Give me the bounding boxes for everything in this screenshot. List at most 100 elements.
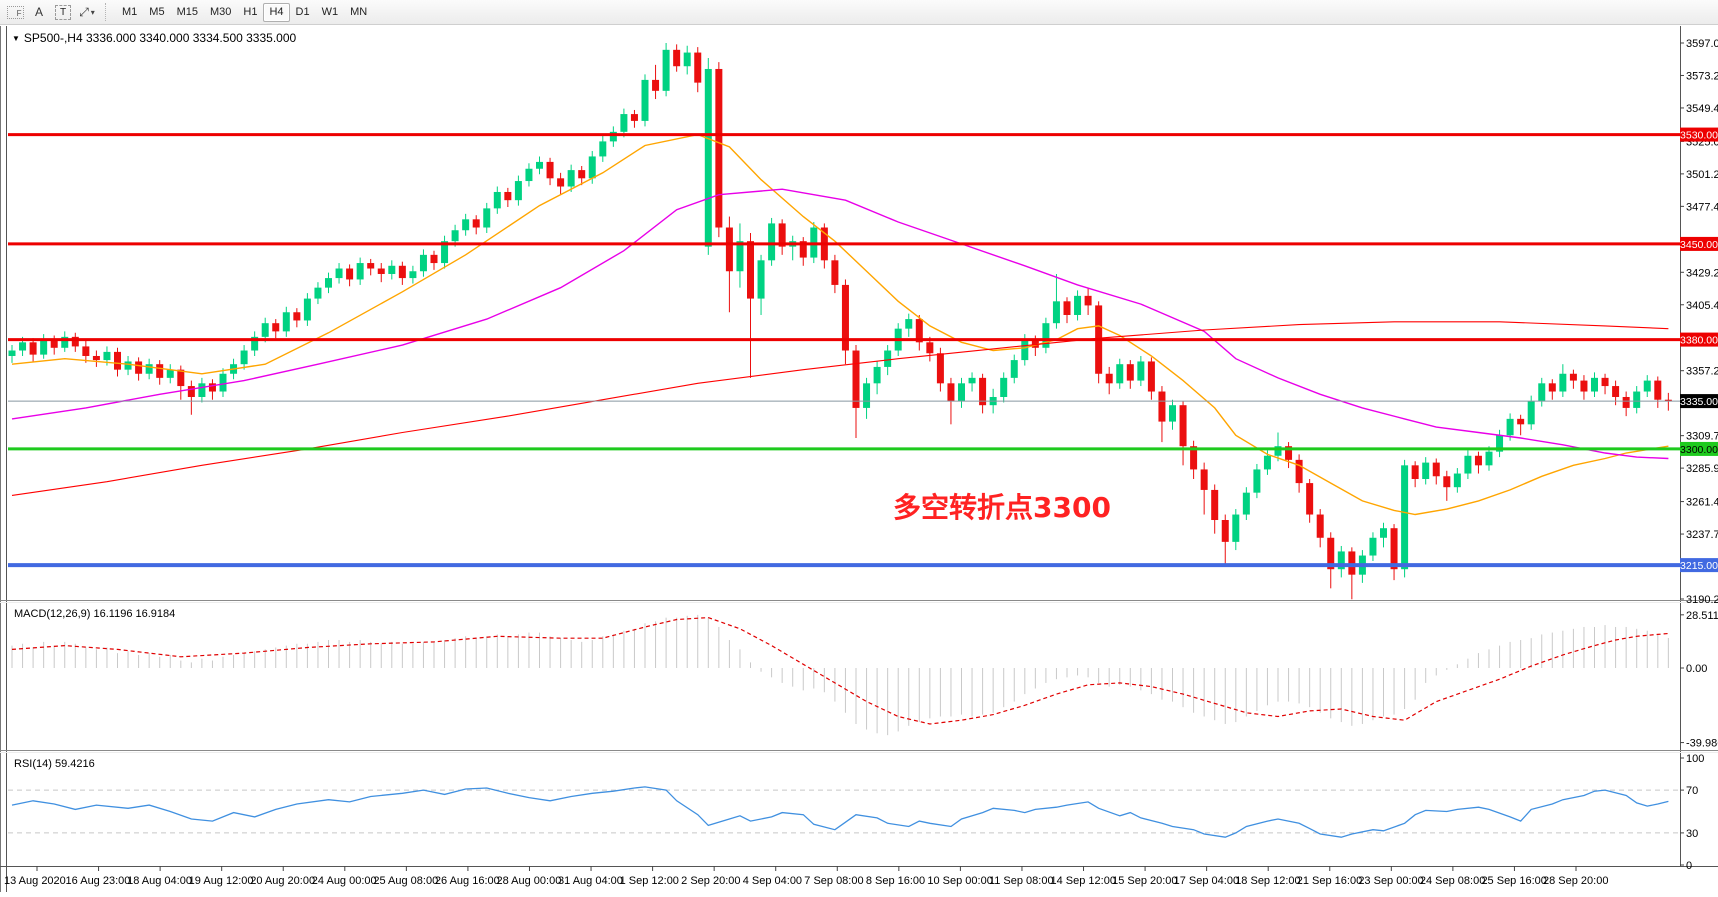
date-label: 17 Sep 04:00 (1174, 875, 1239, 887)
expert-grid-icon[interactable]: F (5, 3, 25, 21)
chart-area[interactable]: 3597.003573.243549.483525.003501.243477.… (0, 25, 1718, 892)
timeframe-button-mn[interactable]: MN (344, 3, 373, 22)
date-label: 26 Aug 16:00 (435, 875, 500, 887)
candles (8, 43, 1672, 600)
price-badge-3300: 3300.00 (1680, 441, 1718, 456)
dropdown-caret-icon: ▾ (90, 7, 95, 17)
date-label: 11 Sep 08:00 (989, 875, 1054, 887)
date-label: 13 Aug 2020 (4, 875, 66, 887)
timeframe-button-m5[interactable]: M5 (143, 3, 170, 22)
price-tick: 3261.48 (1686, 497, 1718, 509)
date-label: 19 Aug 12:00 (189, 875, 254, 887)
grid-f-glyph: F (6, 5, 24, 19)
price-tick: 3190.20 (1686, 594, 1718, 606)
price-tick: 3477.48 (1686, 201, 1718, 213)
price-tick: 3357.24 (1686, 366, 1718, 378)
timeframe-button-d1[interactable]: D1 (290, 3, 316, 22)
rsi-axis-label: 100 (1686, 753, 1704, 765)
date-label: 25 Sep 16:00 (1481, 875, 1546, 887)
price-annotation[interactable]: 多空转折点3300 (893, 491, 1111, 524)
date-label: 14 Sep 12:00 (1051, 875, 1116, 887)
date-label: 31 Aug 04:00 (558, 875, 623, 887)
date-label: 15 Sep 20:00 (1112, 875, 1177, 887)
svg-text:3335.00: 3335.00 (1680, 396, 1718, 408)
macd-axis-label: 0.00 (1686, 663, 1707, 675)
rsi-indicator-label: RSI(14) 59.4216 (14, 758, 95, 770)
svg-text:3450.00: 3450.00 (1680, 239, 1718, 251)
symbol-period-label: SP500-,H4 (23, 31, 83, 45)
price-tick: 3573.24 (1686, 70, 1718, 82)
svg-text:3530.00: 3530.00 (1680, 130, 1718, 142)
ma-slow-red (11, 321, 1669, 496)
collapse-triangle-icon[interactable]: ▼ (12, 34, 20, 43)
price-tick: 3549.48 (1686, 103, 1718, 115)
timeframe-button-h4[interactable]: H4 (263, 2, 290, 22)
current-price-badge: 3335.00 (1680, 394, 1718, 409)
rsi-axis-label: 30 (1686, 828, 1698, 840)
date-label: 24 Sep 08:00 (1420, 875, 1485, 887)
ma-mid-magenta (11, 188, 1669, 460)
date-label: 21 Sep 16:00 (1297, 875, 1362, 887)
rsi-axis-label: 0 (1686, 860, 1692, 872)
price-tick: 3501.24 (1686, 169, 1718, 181)
macd-values: 16.1196 16.9184 (93, 608, 176, 620)
rsi-panel (8, 757, 1684, 866)
timeframe-toolbar: M1 M5 M15 M30 H1 H4 D1 W1 MN (116, 2, 373, 22)
text-t-glyph: T (55, 4, 71, 20)
ohlc-values: 3336.000 3340.000 3334.500 3335.000 (85, 31, 297, 45)
svg-text:3300.00: 3300.00 (1680, 444, 1718, 456)
date-label: 16 Aug 23:00 (66, 875, 131, 887)
date-label: 23 Sep 00:00 (1358, 875, 1423, 887)
date-label: 28 Sep 20:00 (1543, 875, 1608, 887)
date-label: 25 Aug 08:00 (373, 875, 438, 887)
price-badge-3530: 3530.00 (1680, 127, 1718, 142)
price-badge-3380: 3380.00 (1680, 332, 1718, 347)
macd-signal-line (11, 616, 1669, 725)
timeframe-button-m1[interactable]: M1 (116, 3, 143, 22)
price-tick: 3405.48 (1686, 300, 1718, 312)
rsi-axis-label: 70 (1686, 785, 1698, 797)
text-label-icon[interactable]: A (34, 5, 43, 19)
ma-fast-orange (11, 133, 1669, 516)
macd-indicator-label: MACD(12,26,9) 16.1196 16.9184 (14, 608, 176, 620)
price-tick: 3597.00 (1686, 38, 1718, 50)
chart-canvas[interactable]: 3597.003573.243549.483525.003501.243477.… (0, 25, 1718, 892)
rsi-value: 59.4216 (54, 758, 95, 770)
price-tick: 3285.96 (1686, 463, 1718, 475)
date-label: 18 Sep 12:00 (1235, 875, 1300, 887)
price-tick: 3429.24 (1686, 267, 1718, 279)
date-label: 24 Aug 00:00 (312, 875, 377, 887)
date-label: 10 Sep 00:00 (927, 875, 992, 887)
top-toolbar: F A T ⤢ ▾ M1 M5 M15 M30 H1 H4 D1 W1 MN (0, 0, 1718, 25)
date-label: 2 Sep 20:00 (681, 875, 740, 887)
price-axis (1680, 42, 1684, 600)
toolbar-separator (105, 3, 112, 21)
timeframe-button-m15[interactable]: M15 (171, 3, 204, 22)
timeframe-button-m30[interactable]: M30 (204, 3, 237, 22)
price-badge-3215: 3215.00 (1680, 558, 1718, 573)
macd-panel (11, 614, 1684, 744)
date-axis (36, 866, 1577, 871)
text-tool-icon[interactable]: T (53, 3, 73, 21)
main-plot (8, 43, 1672, 600)
date-label: 4 Sep 04:00 (743, 875, 802, 887)
date-label: 8 Sep 16:00 (866, 875, 925, 887)
chart-title: ▼ SP500-,H4 3336.000 3340.000 3334.500 33… (12, 31, 296, 45)
crosshair-tool-icon[interactable]: ⤢ ▾ (77, 3, 97, 21)
svg-text:3215.00: 3215.00 (1680, 560, 1718, 572)
timeframe-button-w1[interactable]: W1 (316, 3, 345, 22)
macd-axis-label: 28.5114 (1686, 610, 1718, 622)
price-tick: 3309.72 (1686, 431, 1718, 443)
date-label: 18 Aug 04:00 (127, 875, 192, 887)
rsi-line (11, 786, 1669, 838)
svg-text:3380.00: 3380.00 (1680, 335, 1718, 347)
macd-axis-label: -39.9869 (1686, 738, 1718, 750)
date-label: 28 Aug 00:00 (496, 875, 561, 887)
diag-arrows-glyph: ⤢ (79, 4, 89, 19)
date-label: 20 Aug 20:00 (250, 875, 315, 887)
date-label: 1 Sep 12:00 (620, 875, 679, 887)
price-badge-3450: 3450.00 (1680, 236, 1718, 251)
timeframe-button-h1[interactable]: H1 (237, 3, 263, 22)
date-label: 7 Sep 08:00 (804, 875, 863, 887)
price-tick: 3237.72 (1686, 529, 1718, 541)
